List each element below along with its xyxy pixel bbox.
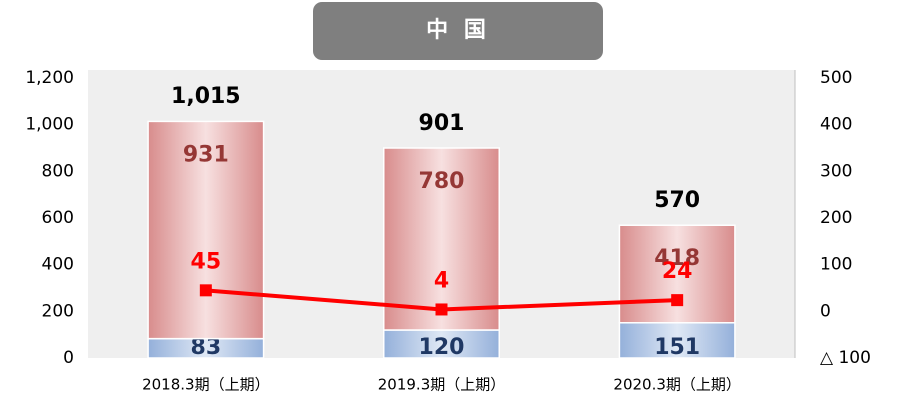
bar-segment: [618, 322, 736, 359]
line-label: 4: [434, 268, 449, 293]
y-tick-label: 200: [42, 301, 74, 321]
y2-tick-label: 100: [820, 255, 852, 275]
line-marker: [435, 303, 448, 316]
y-tick-label: 400: [42, 255, 74, 275]
y-tick-label: 600: [42, 208, 74, 228]
line-label: 24: [662, 259, 693, 284]
segment-label: 120: [419, 335, 465, 360]
title-box: [313, 2, 603, 60]
y2-tick-label: 300: [820, 161, 852, 181]
line-marker: [671, 294, 684, 307]
bar-segment: [383, 147, 500, 331]
y2-tick-label: 500: [820, 68, 852, 88]
x-tick-label: 2020.3期（上期）: [613, 376, 741, 394]
chart-title: 中 国: [426, 18, 490, 43]
bar-segment: [618, 224, 736, 324]
segment-label: 780: [419, 169, 465, 194]
y-tick-label: 1,000: [25, 115, 74, 135]
total-label: 570: [654, 188, 700, 213]
y2-tick-label: 200: [820, 208, 852, 228]
x-tick-label: 2018.3期（上期）: [142, 376, 270, 394]
total-label: 1,015: [171, 84, 241, 109]
y2-tick-label: 0: [820, 301, 831, 321]
segment-label: 931: [183, 142, 229, 167]
bar-segment: [147, 120, 265, 340]
line-marker: [199, 284, 212, 297]
total-label: 901: [419, 111, 465, 136]
segment-label: 151: [654, 335, 700, 360]
y-tick-label: 0: [63, 348, 74, 368]
bar-segment: [383, 329, 500, 359]
y-tick-label: 1,200: [25, 68, 74, 88]
segment-label: 418: [654, 246, 700, 271]
x-tick-label: 2019.3期（上期）: [378, 376, 506, 394]
y2-tick-label: 400: [820, 115, 852, 135]
y-tick-label: 800: [42, 161, 74, 181]
y2-tick-label: △ 100: [820, 348, 871, 368]
line-label: 45: [191, 249, 222, 274]
